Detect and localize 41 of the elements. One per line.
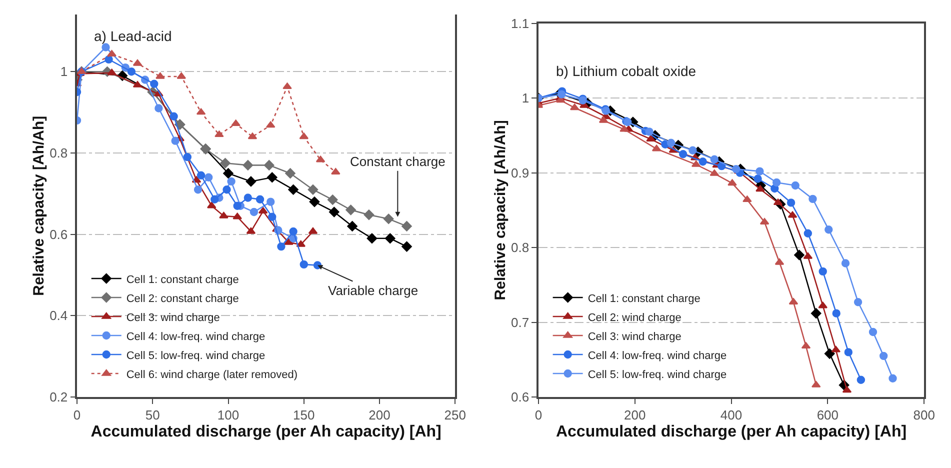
legend-label: Cell 5: low-freq. wind charge: [588, 368, 727, 381]
x-tick-label: 50: [145, 407, 160, 422]
y-tick-label: 0.2: [50, 390, 68, 405]
legend-label: Cell 3: wind charge: [588, 330, 682, 343]
annotation: Constant charge: [350, 154, 446, 169]
x-tick-label: 200: [624, 407, 646, 422]
x-axis-title: Accumulated discharge (per Ah capacity) [Ah]: [556, 424, 907, 441]
y-tick-label: 1: [522, 90, 530, 106]
legend-label: Cell 1: constant charge: [588, 292, 700, 305]
annotation: Variable charge: [328, 283, 418, 298]
y-tick-label: 0.4: [50, 308, 68, 324]
x-tick-label: 0: [73, 407, 81, 422]
legend-label: Cell 4: low-freq. wind charge: [126, 330, 266, 343]
legend-label: Cell 4: low-freq. wind charge: [588, 350, 727, 362]
y-tick-label: 1: [60, 64, 68, 80]
legend-label: Cell 3: wind charge: [126, 312, 220, 324]
x-tick-label: 0: [534, 407, 542, 422]
y-tick-label: 0.8: [511, 240, 530, 256]
x-tick-label: 100: [217, 407, 240, 422]
y-axis-title: Relative capacity [Ah/Ah]: [492, 120, 509, 300]
y-tick-label: 0.8: [50, 146, 68, 161]
x-tick-label: 600: [816, 407, 839, 422]
y-tick-label: 0.6: [50, 226, 68, 242]
x-tick-label: 250: [444, 407, 466, 422]
y-tick-label: 0.9: [511, 165, 530, 180]
x-tick-label: 800: [913, 407, 935, 422]
y-tick-label: 1.1: [511, 16, 530, 31]
legend-label: Cell 2: constant charge: [126, 292, 239, 305]
y-tick-label: 0.6: [511, 390, 530, 405]
x-axis-title: Accumulated discharge (per Ah capacity) [Ah]: [90, 424, 442, 441]
text: b) Lithium cobalt oxide: [556, 63, 696, 79]
x-tick-label: 400: [720, 407, 742, 422]
y-tick-label: 0.7: [511, 314, 530, 330]
legend-label: Cell 5: low-freq. wind charge: [126, 350, 266, 362]
x-tick-label: 150: [293, 407, 315, 422]
legend-label: Cell 6: wind charge (later removed): [126, 368, 298, 381]
y-axis-title: Relative capacity [Ah/Ah]: [30, 116, 48, 296]
legend-label: Cell 1: constant charge: [126, 274, 239, 286]
text: a) Lead-acid: [94, 28, 172, 44]
legend-label: Cell 2: wind charge: [588, 312, 682, 324]
x-tick-label: 200: [368, 407, 390, 422]
